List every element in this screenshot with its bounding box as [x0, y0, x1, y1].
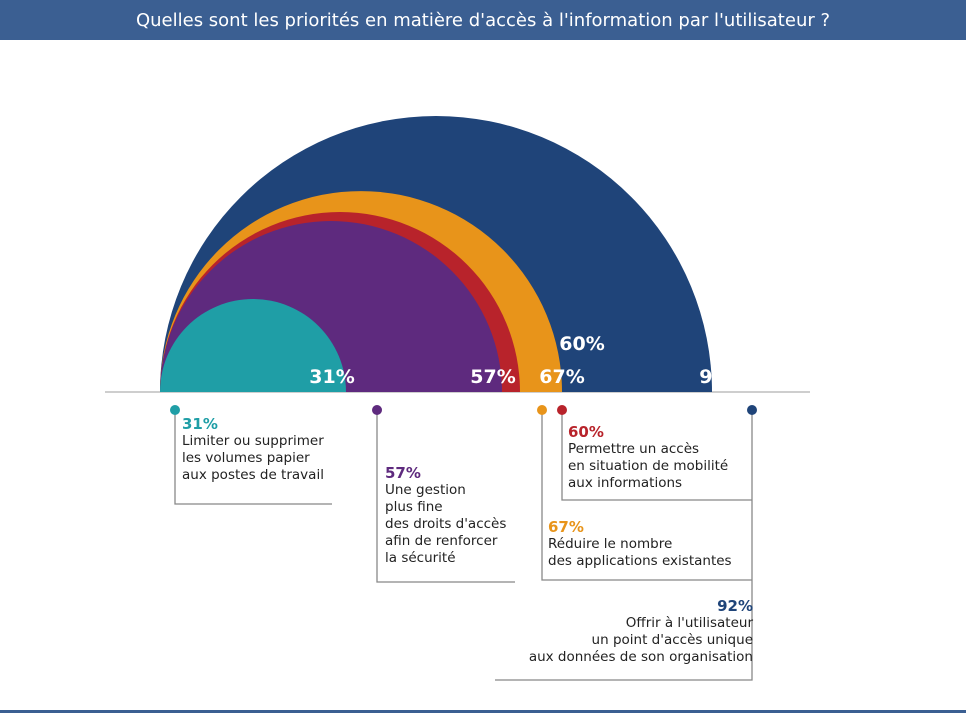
connector-60 — [561, 410, 752, 501]
connector-31 — [174, 410, 332, 505]
legend-text-line: en situation de mobilité — [568, 458, 729, 474]
legend-percent: 92% — [717, 597, 753, 615]
legend-block-67: 67% Réduire le nombre des applications exi… — [548, 519, 758, 570]
legend-text-line: des droits d'accès — [385, 516, 507, 532]
legend-text-line: plus fine — [385, 499, 443, 515]
marker-dot-67 — [537, 405, 547, 415]
marker-dot-60 — [557, 405, 567, 415]
legend-text-line: Offrir à l'utilisateur — [625, 615, 753, 631]
legend-block-60: 60% Permettre un accès en situation de mob… — [568, 424, 758, 492]
inner-label-60: 60% — [559, 333, 604, 355]
inner-label-67: 67% — [539, 366, 584, 388]
legend-block-57: 57% Une gestion plus fine des droits d'accè… — [385, 465, 545, 567]
legend-text-line: aux informations — [568, 475, 683, 491]
legend-text-line: les volumes papier — [182, 450, 310, 466]
connector-57 — [376, 410, 515, 583]
inner-label-57: 57% — [470, 366, 515, 388]
legend-text-line: aux postes de travail — [182, 467, 324, 483]
legend-text-line: Limiter ou supprimer — [182, 433, 324, 449]
marker-dot-92 — [747, 405, 757, 415]
legend-percent: 67% — [548, 518, 584, 536]
marker-dot-57 — [372, 405, 382, 415]
marker-dot-31 — [170, 405, 180, 415]
legend-text-line: un point d'accès unique — [591, 632, 753, 648]
connector-67 — [541, 410, 752, 581]
header-bar: Quelles sont les priorités en matière d'… — [0, 0, 966, 40]
bottom-rule — [0, 710, 966, 713]
legend-percent: 57% — [385, 464, 421, 482]
inner-label-92: 92% — [699, 366, 744, 388]
legend-text-line: la sécurité — [385, 550, 456, 566]
page-title: Quelles sont les priorités en matière d'… — [135, 9, 831, 31]
legend-percent: 31% — [182, 415, 218, 433]
legend-block-92: 92% Offrir à l'utilisateur un point d'accè… — [495, 598, 753, 666]
legend-text-line: Permettre un accès — [568, 441, 700, 457]
inner-label-31: 31% — [309, 366, 354, 388]
half-disk-31 — [160, 299, 346, 392]
legend-text-line: afin de renforcer — [385, 533, 498, 549]
legend-text-line: aux données de son organisation — [528, 649, 753, 665]
legend-percent: 60% — [568, 423, 604, 441]
legend-text-line: des applications existantes — [548, 553, 732, 569]
legend-text-line: Réduire le nombre — [548, 536, 673, 552]
legend-block-31: 31% Limiter ou supprimer les volumes papie… — [182, 416, 352, 484]
legend-text-line: Une gestion — [385, 482, 466, 498]
